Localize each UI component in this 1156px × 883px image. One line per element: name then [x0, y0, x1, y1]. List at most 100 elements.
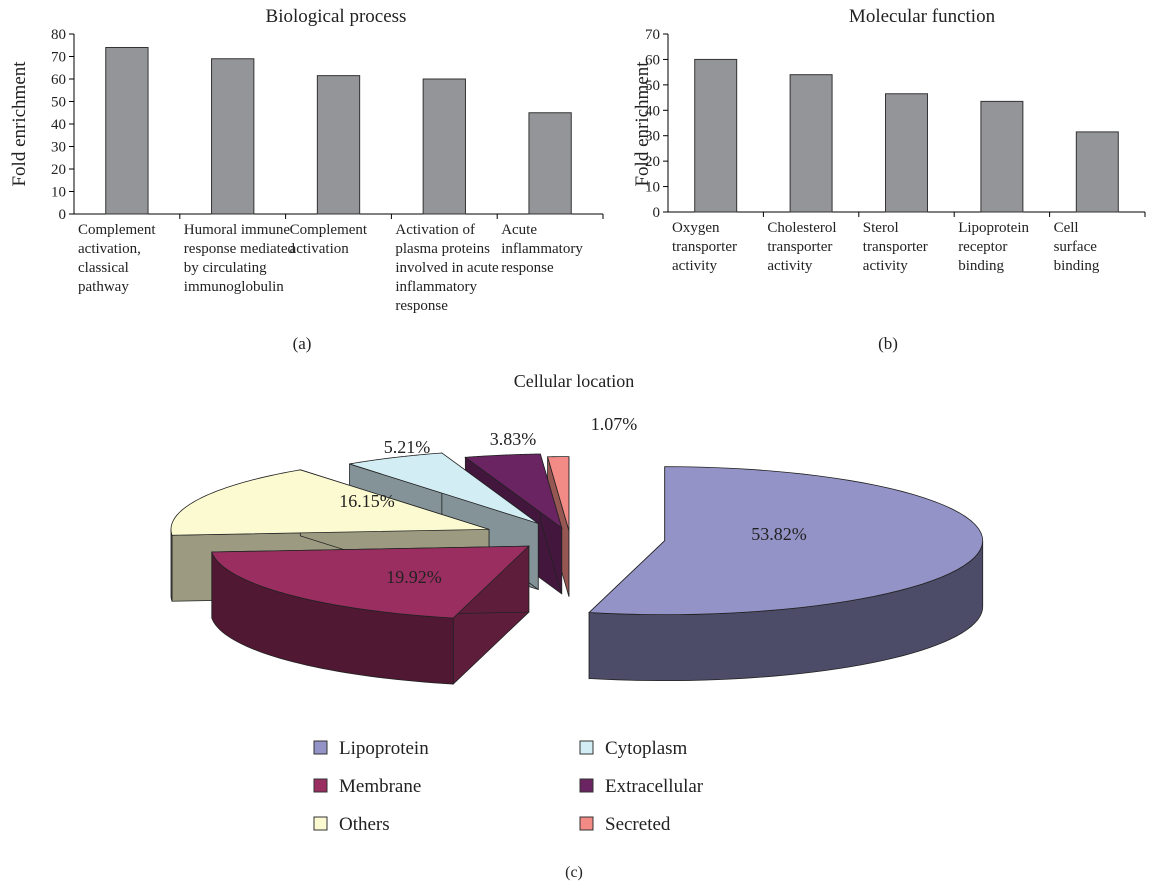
pie-legend: Lipoprotein Cytoplasm Membrane Extracellula… [313, 738, 704, 835]
a-category-label-3-line-1: Complement [290, 222, 368, 238]
b-category-label-4-line-3: binding [958, 258, 1004, 274]
a-category-label-3: Complement activation [290, 222, 368, 257]
panel-c: Cellular location 53.82% 19.92% 16.15% 5.21… [170, 371, 984, 881]
a-y-tick-label-6: 60 [51, 72, 66, 88]
pie-slice-labels: 53.82% 19.92% 16.15% 5.21% 3.83% 1.07% [339, 414, 807, 587]
pie-label-secreted: 1.07% [591, 414, 638, 434]
b-category-label-2-line-2: transporter [767, 239, 832, 255]
chart-b-title: Molecular function [849, 6, 996, 27]
b-category-label-5-line-2: surface [1054, 239, 1098, 255]
b-category-label-4-line-2: receptor [958, 239, 1007, 255]
b-category-label-4: Lipoprotein receptor binding [958, 220, 1029, 274]
a-category-label-4: Activation of plasma proteins involved in … [395, 222, 499, 314]
b-category-label-3: Sterol transporter activity [863, 220, 928, 274]
a-category-label-4-line-1: Activation of [395, 222, 475, 238]
a-category-label-3-line-2: activation [290, 241, 350, 257]
b-category-label-3-line-1: Sterol [863, 220, 899, 236]
chart-a-title: Biological process [266, 6, 407, 27]
a-y-tick-label-0: 0 [59, 207, 67, 223]
a-bar-3 [316, 75, 361, 215]
a-bar-4 [422, 78, 466, 215]
legend-label-others: Others [339, 814, 390, 835]
a-category-label-2-line-4: immunoglobulin [184, 279, 285, 295]
chart-a-bars [105, 47, 572, 215]
a-category-label-1: Complement activation, classical pathway [78, 222, 156, 295]
pie-slice-cytoplasm-top [349, 452, 539, 524]
legend-label-lipoprotein: Lipoprotein [339, 738, 429, 759]
a-y-tick-label-7: 70 [51, 50, 66, 66]
a-y-tick-label-3: 30 [51, 140, 66, 156]
panel-b-caption: (b) [878, 334, 898, 353]
pie-slice-membrane [211, 545, 530, 685]
chart-a-ylabel: Fold enrichment [9, 61, 30, 187]
a-y-tick-label-4: 40 [51, 117, 66, 133]
legend-swatch-cytoplasm [579, 740, 594, 755]
pie-slice-others-top [170, 469, 490, 536]
pie-label-cytoplasm: 5.21% [384, 437, 431, 457]
a-category-label-4-line-5: response [395, 298, 448, 314]
b-category-label-1: Oxygen transporter activity [672, 220, 737, 274]
a-bar-2 [211, 58, 255, 215]
a-category-label-2-line-2: response mediated [184, 241, 296, 257]
b-category-label-2: Cholesterol transporter activity [767, 220, 836, 274]
b-category-label-5: Cell surface binding [1054, 220, 1100, 274]
b-y-tick-label-7: 70 [645, 27, 660, 43]
a-bar-5 [528, 112, 572, 215]
b-category-label-3-line-3: activity [863, 258, 908, 274]
b-category-label-1-line-1: Oxygen [672, 220, 720, 236]
b-category-label-5-line-1: Cell [1054, 220, 1079, 236]
pie-slice-lipoprotein [588, 466, 984, 682]
b-category-label-5-line-3: binding [1054, 258, 1100, 274]
chart-b-bars [694, 58, 1119, 213]
legend-label-cytoplasm: Cytoplasm [605, 738, 688, 759]
b-y-tick-label-1: 10 [645, 180, 660, 196]
chart-b-ylabel: Fold enrichment [632, 61, 653, 187]
a-category-label-1-line-3: classical [78, 260, 129, 276]
a-category-label-4-line-3: involved in acute [395, 260, 499, 276]
a-category-label-5: Acute inflammatory response [501, 222, 583, 276]
a-category-label-2-line-1: Humoral immune [184, 222, 291, 238]
a-y-tick-label-8: 80 [51, 27, 66, 43]
b-category-label-1-line-3: activity [672, 258, 717, 274]
a-category-label-5-line-1: Acute [501, 222, 537, 238]
legend-swatch-membrane [313, 778, 328, 793]
legend-swatch-extracellular [579, 778, 594, 793]
a-category-label-1-line-4: pathway [78, 279, 129, 295]
pie-label-others: 16.15% [339, 491, 395, 511]
b-category-label-2-line-3: activity [767, 258, 812, 274]
b-bar-2 [789, 74, 833, 213]
a-y-tick-label-2: 20 [51, 162, 66, 178]
a-y-tick-label-5: 50 [51, 95, 66, 111]
a-bar-1 [105, 47, 149, 215]
chart-a-category-labels: Complement activation, classical pathway Hum… [78, 222, 583, 314]
a-category-label-4-line-4: inflammatory [395, 279, 477, 295]
b-y-tick-label-5: 50 [645, 78, 660, 94]
pie-chart [170, 452, 984, 685]
chart-c-title: Cellular location [514, 371, 634, 391]
pie-slice-membrane-top [211, 545, 530, 619]
a-category-label-4-line-2: plasma proteins [395, 241, 490, 257]
b-category-label-1-line-2: transporter [672, 239, 737, 255]
a-category-label-5-line-2: inflammatory [501, 241, 583, 257]
legend-swatch-others [313, 816, 328, 831]
panel-b: Molecular function Fold enrichment 0 10 20… [632, 6, 1146, 353]
panel-a-caption: (a) [293, 334, 312, 353]
b-category-label-3-line-2: transporter [863, 239, 928, 255]
legend-label-extracellular: Extracellular [605, 776, 704, 797]
chart-b-category-labels: Oxygen transporter activity Cholesterol tran… [672, 220, 1100, 274]
b-y-tick-label-3: 30 [645, 129, 660, 145]
b-y-tick-label-4: 40 [645, 103, 660, 119]
legend-label-membrane: Membrane [339, 776, 421, 797]
a-category-label-1-line-2: activation, [78, 241, 141, 257]
a-category-label-2-line-3: by circulating [184, 260, 267, 276]
legend-swatch-lipoprotein [313, 740, 328, 755]
b-y-tick-label-0: 0 [653, 205, 661, 221]
pie-slice-extracellular-top [464, 453, 563, 529]
legend-label-secreted: Secreted [605, 814, 671, 835]
b-y-tick-label-6: 60 [645, 52, 660, 68]
b-bar-5 [1075, 131, 1119, 213]
pie-slice-lipoprotein-top [588, 466, 984, 616]
b-category-label-4-line-1: Lipoprotein [958, 220, 1029, 236]
panel-c-caption: (c) [565, 864, 583, 881]
